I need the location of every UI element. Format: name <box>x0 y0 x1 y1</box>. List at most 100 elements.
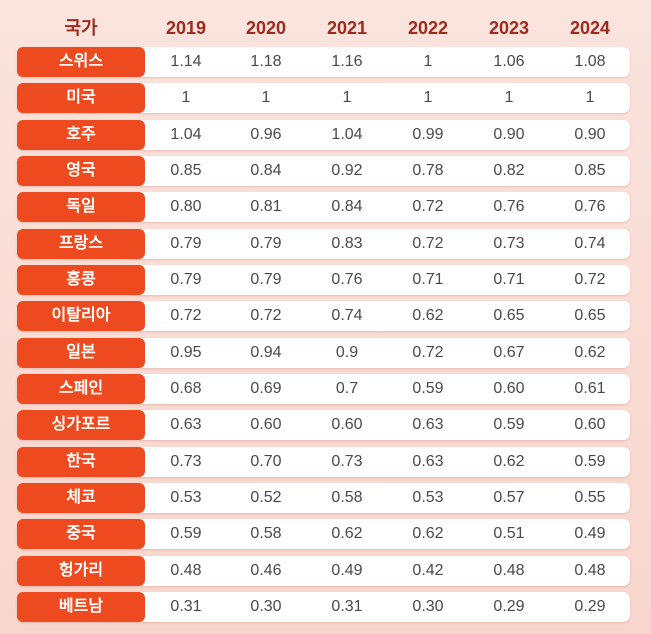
header-cell: 2020 <box>245 18 287 38</box>
value-cell: 1.06 <box>493 53 525 70</box>
value-cell: 0.81 <box>250 198 282 216</box>
value-cell: 1.16 <box>331 53 363 70</box>
value-cell: 1 <box>423 89 433 107</box>
value-cell: 0.67 <box>493 343 525 361</box>
value-cell: 0.82 <box>493 161 525 179</box>
country-label: 홍콩 <box>17 264 145 295</box>
header-cell: 2021 <box>326 18 368 38</box>
value-cell: 0.31 <box>331 597 363 615</box>
header-cell: 국가 <box>64 18 98 38</box>
value-cell: 0.96 <box>250 125 282 143</box>
value-cell: 0.70 <box>250 452 282 470</box>
value-cell: 0.63 <box>412 416 444 434</box>
table-row: 스위스 1.14 1.18 1.16 1 1.06 1.08 <box>17 47 630 77</box>
value-cell: 0.52 <box>250 488 282 506</box>
value-cell: 1.18 <box>250 53 282 70</box>
table-row: 싱가포르 0.63 0.60 0.60 0.63 0.59 0.60 <box>17 410 630 441</box>
value-cell: 0.92 <box>331 161 363 179</box>
value-cell: 0.62 <box>331 525 363 543</box>
value-cell: 1 <box>342 89 352 107</box>
value-cell: 0.30 <box>250 597 282 615</box>
country-label: 이탈리아 <box>17 301 145 332</box>
value-cell: 0.76 <box>574 198 606 216</box>
value-cell: 0.99 <box>412 125 444 143</box>
value-cell: 0.79 <box>170 234 202 252</box>
value-cell: 0.65 <box>574 307 606 325</box>
header-cell: 2022 <box>407 18 449 38</box>
value-cell: 0.46 <box>250 561 282 579</box>
value-cell: 0.72 <box>170 307 202 325</box>
value-cell: 0.29 <box>493 597 525 615</box>
value-cell: 0.9 <box>335 343 359 361</box>
value-cell: 1.04 <box>331 125 363 143</box>
value-cell: 0.72 <box>412 234 444 252</box>
value-cell: 0.79 <box>170 270 202 288</box>
value-cell: 0.30 <box>412 597 444 615</box>
value-cell: 1 <box>261 89 271 107</box>
value-cell: 0.53 <box>170 488 202 506</box>
table-row: 헝가리 0.48 0.46 0.49 0.42 0.48 0.48 <box>17 555 630 586</box>
value-cell: 0.62 <box>412 525 444 543</box>
value-cell: 0.59 <box>493 416 525 434</box>
country-label: 체코 <box>17 482 145 513</box>
header-cell: 2023 <box>488 18 530 38</box>
value-cell: 0.83 <box>331 234 363 252</box>
value-cell: 0.68 <box>170 379 202 397</box>
table-row: 체코 0.53 0.52 0.58 0.53 0.57 0.55 <box>17 482 630 513</box>
value-cell: 0.63 <box>170 416 202 434</box>
value-cell: 0.60 <box>250 416 282 434</box>
value-cell: 0.94 <box>250 343 282 361</box>
value-cell: 0.59 <box>412 379 444 397</box>
value-cell: 0.49 <box>331 561 363 579</box>
value-cell: 0.79 <box>250 270 282 288</box>
country-label: 독일 <box>17 192 145 223</box>
country-label: 일본 <box>17 337 145 368</box>
value-cell: 0.78 <box>412 161 444 179</box>
value-cell: 0.60 <box>574 416 606 434</box>
table-row: 홍콩 0.79 0.79 0.76 0.71 0.71 0.72 <box>17 264 630 295</box>
value-cell: 0.85 <box>170 161 202 179</box>
value-cell: 0.72 <box>412 343 444 361</box>
value-cell: 1.08 <box>574 53 606 70</box>
value-cell: 0.62 <box>493 452 525 470</box>
value-cell: 0.80 <box>170 198 202 216</box>
country-label: 헝가리 <box>17 555 145 586</box>
table-row: 베트남 0.31 0.30 0.31 0.30 0.29 0.29 <box>17 591 630 622</box>
value-cell: 0.61 <box>574 379 606 397</box>
country-label: 중국 <box>17 519 145 550</box>
table-row: 한국 0.73 0.70 0.73 0.63 0.62 0.59 <box>17 446 630 477</box>
value-cell: 1.14 <box>170 53 202 70</box>
value-cell: 0.79 <box>250 234 282 252</box>
country-label: 영국 <box>17 155 145 186</box>
value-cell: 0.95 <box>170 343 202 361</box>
value-cell: 0.49 <box>574 525 606 543</box>
table-row: 프랑스 0.79 0.79 0.83 0.72 0.73 0.74 <box>17 228 630 259</box>
table-row: 일본 0.95 0.94 0.9 0.72 0.67 0.62 <box>17 337 630 368</box>
value-cell: 0.84 <box>331 198 363 216</box>
value-cell: 0.62 <box>574 343 606 361</box>
value-cell: 0.55 <box>574 488 606 506</box>
value-cell: 0.72 <box>574 270 606 288</box>
value-cell: 1 <box>181 89 191 107</box>
value-cell: 0.57 <box>493 488 525 506</box>
value-cell: 0.84 <box>250 161 282 179</box>
value-cell: 0.71 <box>412 270 444 288</box>
value-cell: 0.72 <box>412 198 444 216</box>
value-cell: 0.59 <box>170 525 202 543</box>
table-row: 독일 0.80 0.81 0.84 0.72 0.76 0.76 <box>17 192 630 223</box>
table-row: 이탈리아 0.72 0.72 0.74 0.62 0.65 0.65 <box>17 301 630 332</box>
value-cell: 0.76 <box>493 198 525 216</box>
country-label: 미국 <box>17 83 145 114</box>
country-label: 베트남 <box>17 591 145 622</box>
value-cell: 0.48 <box>170 561 202 579</box>
value-cell: 0.58 <box>331 488 363 506</box>
value-cell: 0.73 <box>331 452 363 470</box>
table-row: 영국 0.85 0.84 0.92 0.78 0.82 0.85 <box>17 155 630 186</box>
value-cell: 0.48 <box>493 561 525 579</box>
value-cell: 1.04 <box>170 125 202 143</box>
table-row: 스페인 0.68 0.69 0.7 0.59 0.60 0.61 <box>17 373 630 404</box>
table-row: 미국 1 1 1 1 1 1 <box>17 83 630 114</box>
value-cell: 0.85 <box>574 161 606 179</box>
country-label: 호주 <box>17 119 145 150</box>
